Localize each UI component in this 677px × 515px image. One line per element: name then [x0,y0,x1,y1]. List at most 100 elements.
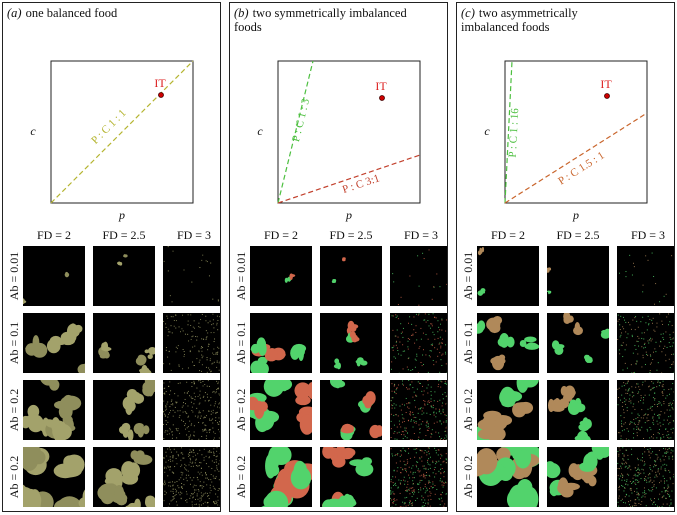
speckle [395,341,397,343]
speckle [390,400,392,402]
speckle [188,430,190,432]
speckle [395,462,397,464]
speckle [443,471,445,473]
speckle [415,452,417,454]
speckle [413,490,415,492]
speckle [628,495,630,497]
speckle [412,465,414,467]
speckle [399,492,401,494]
speckle [199,417,201,419]
speckle [670,428,672,430]
speckle [396,340,398,342]
speckle [195,336,197,338]
speckle [618,455,620,457]
speckle [624,479,626,481]
patch [121,461,136,479]
speckle [436,461,438,463]
simulation-image [617,246,674,306]
speckle [166,455,168,457]
speckle [631,336,633,338]
speckle [425,354,427,356]
speckle [430,432,432,434]
speckle [208,456,210,458]
speckle [403,503,405,505]
speckle [203,417,205,419]
speckle [186,501,188,503]
speckle [422,349,424,351]
speckle [216,469,218,471]
simulation-image [320,313,382,373]
speckle [618,447,620,449]
speckle [167,246,169,248]
speckle [201,435,203,437]
speckle [184,468,186,470]
speckle [195,454,197,456]
patch [127,502,138,507]
speckle [416,353,418,355]
patch [53,425,65,440]
speckle [655,471,657,473]
speckle [216,353,218,355]
speckle [650,500,652,502]
speckle [432,461,434,463]
speckle [431,343,433,345]
speckle [423,474,425,476]
speckle [205,477,207,479]
speckle [415,464,417,466]
speckle [648,323,650,325]
speckle [624,319,626,321]
speckle [661,491,663,493]
speckle [191,386,193,388]
speckle [435,450,437,452]
patch [135,450,145,460]
speckle [396,426,398,428]
speckle [424,492,426,494]
patch [579,420,591,426]
speckle [441,500,443,502]
patch [99,353,107,359]
speckle [411,323,413,325]
speckle [217,381,219,383]
speckle [397,415,399,417]
speckle [640,399,642,401]
patch [274,380,293,391]
speckle [625,344,627,346]
speckle [623,455,625,457]
speckle [393,502,395,504]
speckle [398,384,400,386]
speckle [424,450,426,452]
speckle [420,489,422,491]
speckle [414,366,416,368]
speckle [429,356,431,358]
speckle [623,454,625,456]
speckle [440,342,442,344]
speckle [399,341,401,343]
speckle [654,403,656,405]
speckle [639,388,641,390]
speckle [621,345,623,347]
speckle [206,385,208,387]
speckle [431,433,433,435]
speckle [432,313,434,315]
speckle [649,480,651,482]
speckle [218,437,220,439]
speckle [430,436,432,438]
speckle [193,477,195,479]
speckle [218,463,220,465]
speckle [163,458,165,460]
speckle [638,428,640,430]
speckle [174,406,176,408]
speckle [430,492,432,494]
speckle [419,418,421,420]
speckle [665,451,667,453]
speckle [638,345,640,347]
speckle [661,391,663,393]
speckle [393,432,395,434]
speckle [173,496,175,498]
speckle [172,250,174,252]
speckle [412,426,414,428]
speckle [655,474,657,476]
speckle [201,346,203,348]
speckle [191,398,193,400]
speckle [411,439,413,440]
